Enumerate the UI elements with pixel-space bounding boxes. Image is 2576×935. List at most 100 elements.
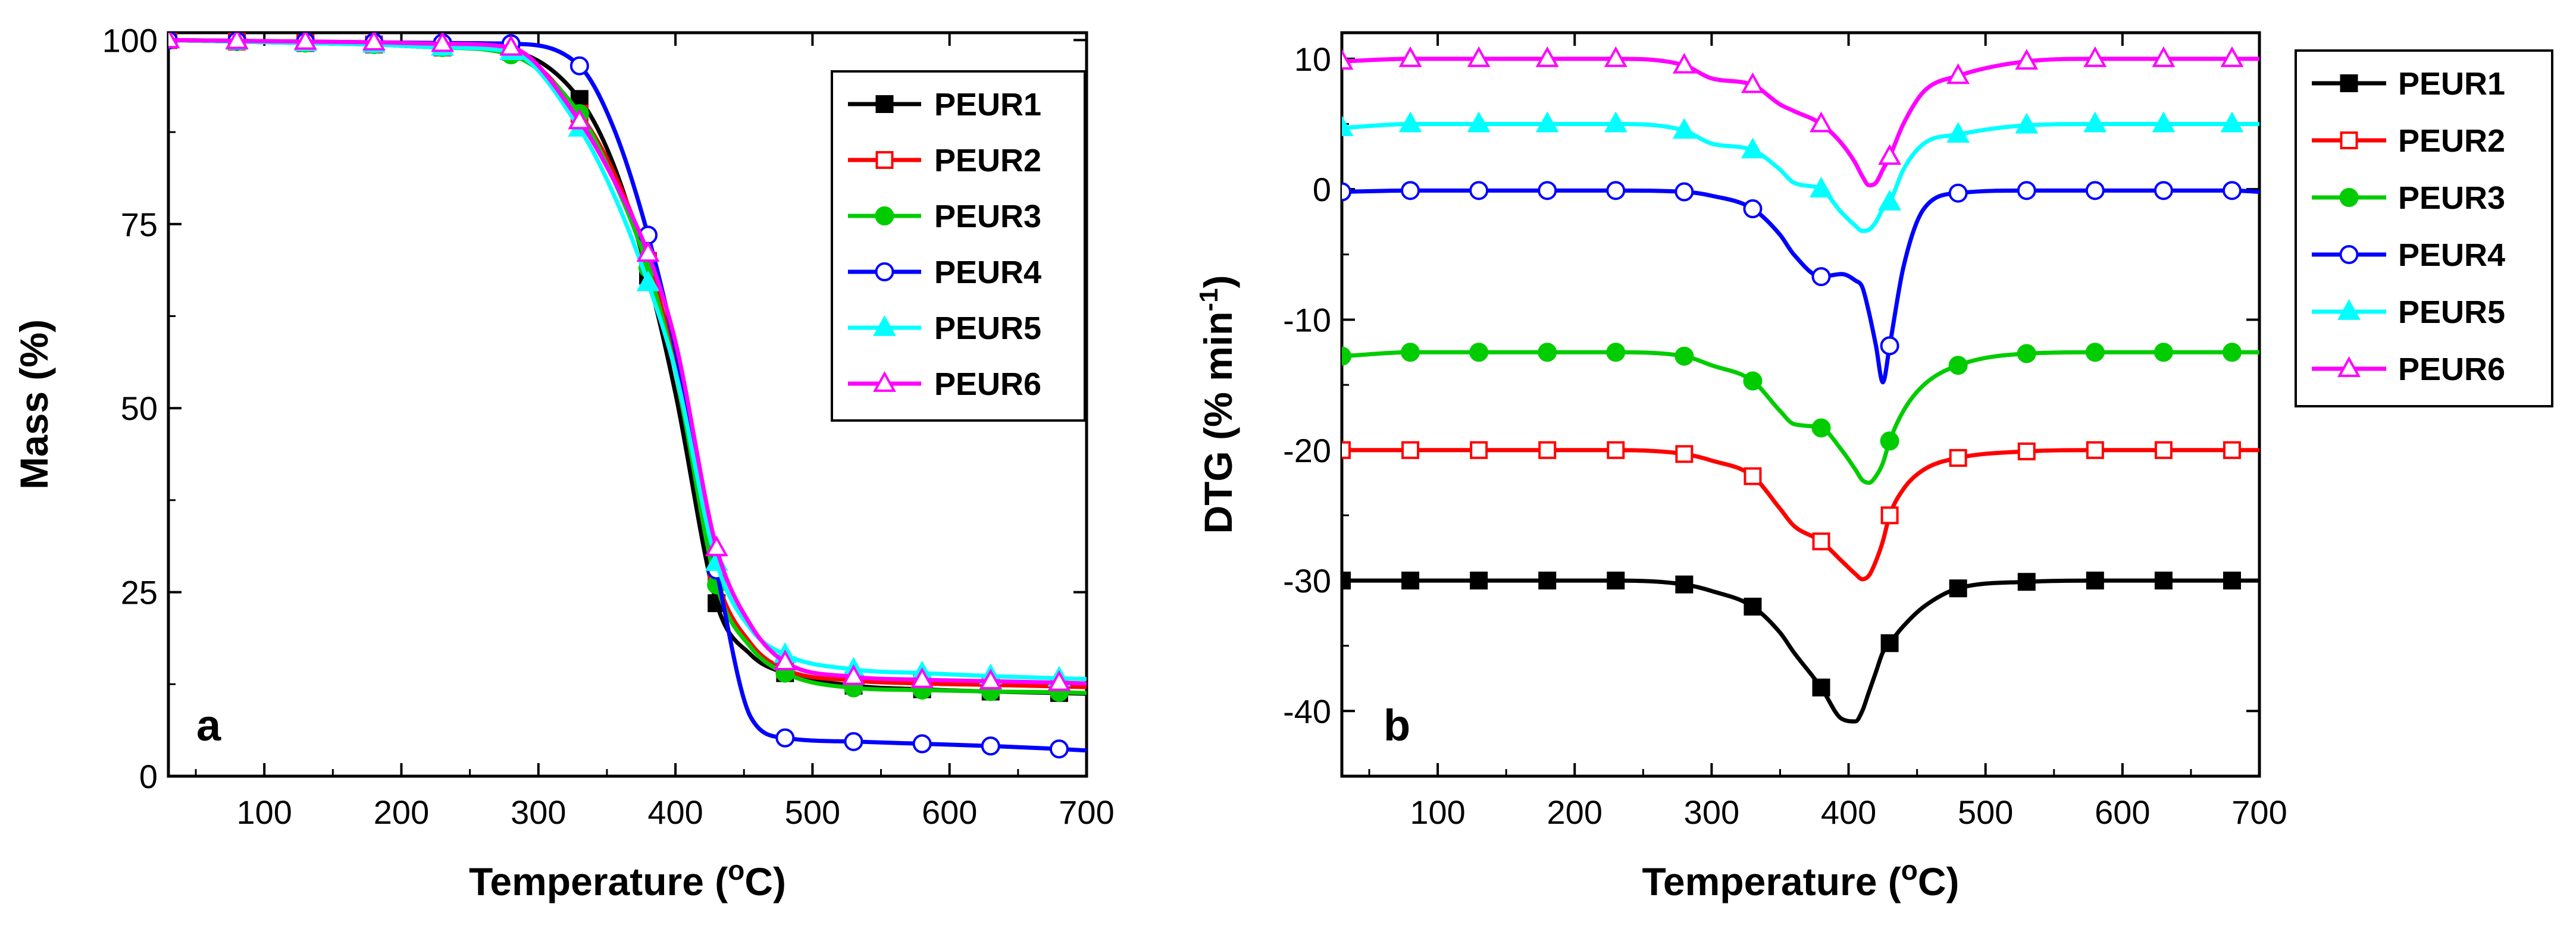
data-point [1401, 441, 1420, 459]
legend-marker [875, 95, 894, 113]
y-tick-label: 100 [102, 21, 158, 59]
legend-label: PEUR1 [934, 87, 1041, 123]
legend-label: PEUR4 [2398, 237, 2505, 273]
y-axis-ticks: -40 -30 -20 -10 0 10 [1283, 40, 2259, 730]
data-point [1538, 572, 1557, 590]
y-tick-label: 0 [1313, 171, 1331, 208]
data-point [2086, 572, 2104, 590]
legend-label: PEUR3 [934, 199, 1041, 234]
x-tick-label: 500 [1958, 793, 2013, 831]
y-tick-label: -30 [1283, 562, 1331, 600]
data-point [2220, 46, 2244, 67]
x-axis-title: Temperature (oC) [469, 855, 786, 903]
data-point [1946, 63, 1970, 84]
y-tick-label: -40 [1283, 692, 1331, 730]
data-point [499, 34, 523, 56]
legend-label: PEUR4 [934, 255, 1041, 290]
data-point [1880, 506, 1899, 525]
panel-label: a [196, 701, 221, 750]
data-point [1811, 418, 1831, 438]
data-point [910, 667, 934, 688]
data-point [362, 33, 386, 51]
legend-item-peur6: PEUR6 [848, 366, 1041, 402]
data-point [1469, 343, 1489, 362]
legend-item-peur5: PEUR5 [2312, 294, 2505, 330]
series-peur2 [1342, 441, 2259, 582]
data-point [2017, 442, 2036, 460]
data-point [1607, 572, 1625, 590]
data-point [1674, 346, 1694, 366]
data-point [225, 33, 249, 49]
data-point [1607, 441, 1625, 459]
legend-box [2295, 49, 2553, 407]
data-point [568, 108, 591, 130]
data-point [1672, 52, 1696, 74]
legend-marker [873, 371, 896, 392]
data-point [1674, 182, 1694, 202]
legend-marker [2339, 245, 2359, 264]
y-axis-title: Mass (%) [12, 319, 56, 490]
x-tick-label: 200 [1547, 793, 1602, 831]
x-tick-label: 500 [785, 793, 840, 831]
x-tick-label: 600 [2095, 793, 2150, 831]
legend-box [831, 70, 1086, 422]
x-axis-title: Temperature (oC) [1642, 855, 1960, 903]
series-peur1 [1342, 572, 2259, 724]
data-point [1675, 445, 1694, 463]
data-point [2015, 49, 2039, 70]
data-point [1538, 343, 1557, 362]
legend-label: PEUR2 [934, 143, 1041, 178]
data-point [636, 270, 660, 291]
data-point [1401, 181, 1420, 200]
y-tick-label: 0 [139, 758, 158, 795]
data-point [1946, 122, 1970, 143]
legend-item-peur3: PEUR3 [848, 199, 1041, 234]
series-line [1342, 448, 2259, 582]
data-point [1878, 190, 1902, 211]
legend: PEUR1 PEUR2 PEUR3 PEUR4 PEUR5 PEUR6 [831, 70, 1086, 422]
y-tick-label: -20 [1283, 432, 1331, 469]
legend-marker [2337, 356, 2361, 377]
series-line [1342, 350, 2259, 485]
data-point [1675, 575, 1694, 594]
data-point [1469, 181, 1489, 200]
legend-item-peur2: PEUR2 [848, 143, 1041, 178]
data-point [842, 664, 865, 685]
x-axis-ticks: 100 200 300 400 500 600 700 [1368, 33, 2287, 831]
y-tick-label: -10 [1283, 301, 1331, 338]
panel-label: b [1384, 701, 1410, 750]
chart-panel-a: 100 200 300 400 500 600 700 0 25 50 75 100 Temperatu… [12, 21, 1115, 903]
legend-item-peur6: PEUR6 [2312, 352, 2505, 387]
data-point [2017, 181, 2036, 200]
data-point [1047, 670, 1071, 691]
x-tick-label: 100 [236, 793, 292, 831]
data-point [2154, 572, 2173, 590]
data-point [1606, 181, 1626, 200]
data-point [1604, 46, 1627, 67]
data-point [1948, 356, 1968, 375]
legend-marker [875, 151, 894, 169]
data-point [2083, 46, 2107, 67]
legend-marker [875, 206, 894, 225]
data-point [2152, 111, 2176, 133]
data-point [1342, 182, 1351, 202]
data-point [1342, 441, 1351, 459]
series-line [1342, 57, 2259, 188]
x-tick-label: 200 [374, 793, 429, 831]
data-point [1810, 177, 1833, 197]
data-point [1538, 181, 1557, 200]
data-point [1948, 183, 1968, 203]
data-point [1880, 431, 1899, 451]
data-point [1812, 532, 1830, 551]
data-point [844, 732, 863, 751]
data-point [2223, 572, 2241, 590]
data-point [1744, 467, 1762, 485]
data-point [1878, 144, 1902, 165]
x-tick-label: 300 [1684, 793, 1739, 831]
legend-marker [2340, 131, 2358, 149]
data-point [981, 736, 1000, 756]
data-point [2154, 181, 2173, 200]
data-point [1606, 343, 1626, 362]
legend-marker [2337, 299, 2361, 320]
